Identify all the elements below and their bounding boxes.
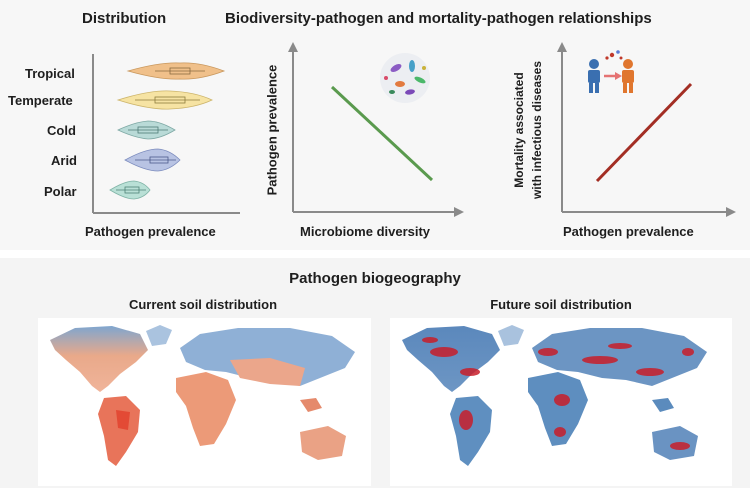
africa-future	[528, 372, 588, 446]
right-y-arrow	[557, 42, 567, 52]
current-map-title: Current soil distribution	[128, 297, 278, 312]
greenland-current	[146, 325, 172, 346]
greenland-future	[498, 325, 524, 346]
south-america-future	[450, 396, 492, 466]
violin-cold	[117, 120, 176, 140]
category-label-arid: Arid	[51, 153, 77, 168]
violin-tropical	[126, 62, 226, 80]
relationships-title: Biodiversity-pathogen and mortality-path…	[225, 10, 652, 27]
eurasia-current	[180, 328, 355, 386]
left-x-arrow	[454, 207, 464, 217]
africa-current	[176, 372, 236, 446]
negative-trend-line	[330, 85, 434, 182]
se-asia-current	[300, 398, 322, 412]
future-map	[402, 325, 707, 466]
future-map-title: Future soil distribution	[490, 297, 632, 312]
distribution-title: Distribution	[82, 10, 167, 27]
left-x-label: Microbiome diversity	[300, 224, 431, 239]
se-asia-future	[652, 398, 674, 412]
biogeography-title: Pathogen biogeography	[289, 270, 461, 287]
positive-trend-line	[595, 82, 693, 183]
relationships-charts	[288, 42, 736, 217]
south-asia-current	[230, 358, 305, 386]
right-x-label: Pathogen prevalence	[563, 224, 694, 239]
violin-polar	[109, 180, 151, 200]
australia-current	[300, 426, 346, 460]
right-x-arrow	[726, 207, 736, 217]
infection-icon	[588, 50, 634, 93]
current-map	[50, 325, 355, 466]
left-y-arrow	[288, 42, 298, 52]
north-america-current	[50, 326, 148, 392]
category-label-tropical: Tropical	[25, 66, 75, 81]
future-hotspots	[422, 337, 694, 450]
category-label-cold: Cold	[47, 123, 76, 138]
category-label-polar: Polar	[44, 184, 77, 199]
violin-arid	[124, 148, 181, 172]
amazon-hotspot-current	[116, 410, 130, 430]
category-label-temperate: Temperate	[8, 93, 73, 108]
distribution-x-label: Pathogen prevalence	[85, 224, 216, 239]
microbes-icon	[380, 53, 430, 103]
violin-temperate	[116, 90, 213, 110]
distribution-chart	[92, 54, 240, 214]
